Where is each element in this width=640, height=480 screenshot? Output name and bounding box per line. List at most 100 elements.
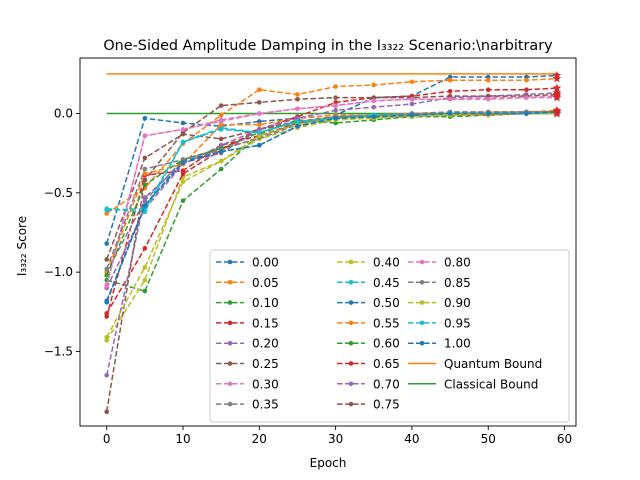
y-tick-label-3: 0.0 (54, 107, 73, 121)
series-point-13-2 (180, 171, 186, 177)
series-point-17-1 (142, 166, 148, 172)
legend-marker-12 (348, 340, 354, 346)
series-point-20-11 (524, 111, 529, 116)
series-point-14-7 (371, 104, 377, 110)
series-point-20-8 (409, 112, 415, 118)
series-point-16-3 (218, 119, 224, 124)
series-point-13-1 (142, 246, 148, 251)
legend-label-10: 0.50 (373, 296, 400, 310)
series-point-0-1 (142, 115, 148, 121)
legend-label-13: 0.65 (373, 357, 400, 371)
legend-marker-5 (227, 361, 233, 366)
series-point-20-4 (257, 142, 262, 148)
legend-marker-4 (227, 340, 233, 346)
legend-marker-14 (348, 381, 354, 387)
series-point-14-6 (333, 108, 338, 113)
legend-label-19: 0.95 (444, 316, 471, 330)
legend-label-5: 0.25 (252, 357, 279, 371)
legend-label-1: 0.05 (252, 276, 279, 290)
series-point-8-0 (104, 338, 110, 343)
legend-label-11: 0.55 (373, 316, 400, 330)
series-point-16-1 (142, 133, 148, 139)
series-point-16-9 (447, 96, 453, 102)
legend-marker-13 (348, 361, 354, 366)
series-point-0-2 (180, 120, 186, 126)
series-point-5-0 (104, 257, 110, 262)
series-point-17-0 (104, 266, 110, 272)
series-point-2-6 (333, 120, 338, 126)
legend-label-8: 0.40 (373, 256, 400, 270)
series-point-3-2 (180, 168, 186, 173)
series-point-15-10 (485, 93, 491, 99)
legend-marker-17 (419, 280, 425, 285)
series-point-19-3 (218, 127, 224, 132)
series-point-2-3 (218, 166, 224, 172)
series-point-18-1 (142, 265, 148, 270)
series-point-1-4 (257, 87, 262, 93)
series-point-18-0 (104, 334, 110, 340)
legend-marker-10 (348, 300, 354, 305)
legend-label-0: 0.00 (252, 256, 279, 270)
legend-label-9: 0.45 (373, 276, 400, 290)
x-axis-label: Epoch (310, 456, 347, 470)
series-point-20-7 (371, 114, 377, 119)
x-tick-label-6: 60 (557, 432, 572, 446)
y-tick-label-1: −1.0 (44, 265, 73, 279)
legend-marker-3 (227, 320, 233, 326)
legend-label-22: Classical Bound (444, 377, 538, 391)
series-point-20-3 (218, 149, 224, 154)
legend-label-3: 0.15 (252, 316, 279, 330)
legend-marker-8 (348, 259, 354, 265)
series-point-13-6 (333, 100, 338, 105)
series-point-16-0 (104, 284, 110, 289)
axes-frame (79, 57, 577, 427)
series-point-16-2 (180, 127, 186, 132)
legend-label-6: 0.30 (252, 377, 279, 391)
series-point-15-9 (447, 93, 453, 99)
legend-marker-9 (348, 280, 354, 285)
series-point-13-0 (104, 311, 110, 316)
series-point-20-6 (333, 115, 338, 121)
x-tick-label-5: 50 (481, 432, 496, 446)
legend-label-2: 0.10 (252, 296, 279, 310)
series-point-1-0 (104, 211, 110, 216)
chart-title: One-Sided Amplitude Damping in the I₃₃₂₂… (103, 38, 553, 54)
series-point-9-1 (142, 209, 148, 215)
series-point-16-5 (295, 106, 300, 112)
series-point-20-5 (295, 123, 300, 129)
series-point-18-3 (218, 158, 224, 164)
series-line-5 (106, 112, 557, 260)
series-point-4-3 (218, 142, 224, 148)
legend-marker-7 (227, 401, 233, 407)
series-point-17-2 (180, 157, 186, 162)
legend-marker-19 (419, 320, 425, 326)
legend-label-20: 1.00 (444, 337, 471, 351)
series-point-5-1 (142, 155, 148, 161)
series-point-15-3 (218, 103, 224, 108)
y-tick-label-0: −1.5 (44, 344, 73, 358)
legend-label-7: 0.35 (252, 398, 279, 412)
series-point-14-4 (257, 127, 262, 132)
series-point-20-12 (552, 107, 562, 116)
series-point-1-7 (371, 82, 377, 88)
series-point-1-3 (218, 112, 224, 118)
legend-marker-1 (227, 280, 233, 285)
series-point-13-10 (485, 87, 491, 93)
legend-marker-16 (419, 259, 425, 265)
legend-label-14: 0.70 (373, 377, 400, 391)
series-point-13-9 (447, 89, 453, 94)
series-point-19-4 (257, 130, 262, 135)
legend-label-18: 0.90 (444, 296, 471, 310)
series-point-15-4 (257, 100, 262, 105)
series-point-0-10 (485, 74, 491, 80)
series-point-5-3 (218, 136, 224, 142)
legend-label-21: Quantum Bound (444, 357, 542, 371)
series-point-8-1 (142, 277, 148, 283)
legend-label-16: 0.80 (444, 256, 471, 270)
series-point-15-5 (295, 96, 300, 102)
legend-box (209, 249, 570, 423)
legend-marker-18 (419, 300, 425, 305)
series-point-16-8 (409, 96, 415, 102)
series-point-14-0 (104, 372, 110, 378)
